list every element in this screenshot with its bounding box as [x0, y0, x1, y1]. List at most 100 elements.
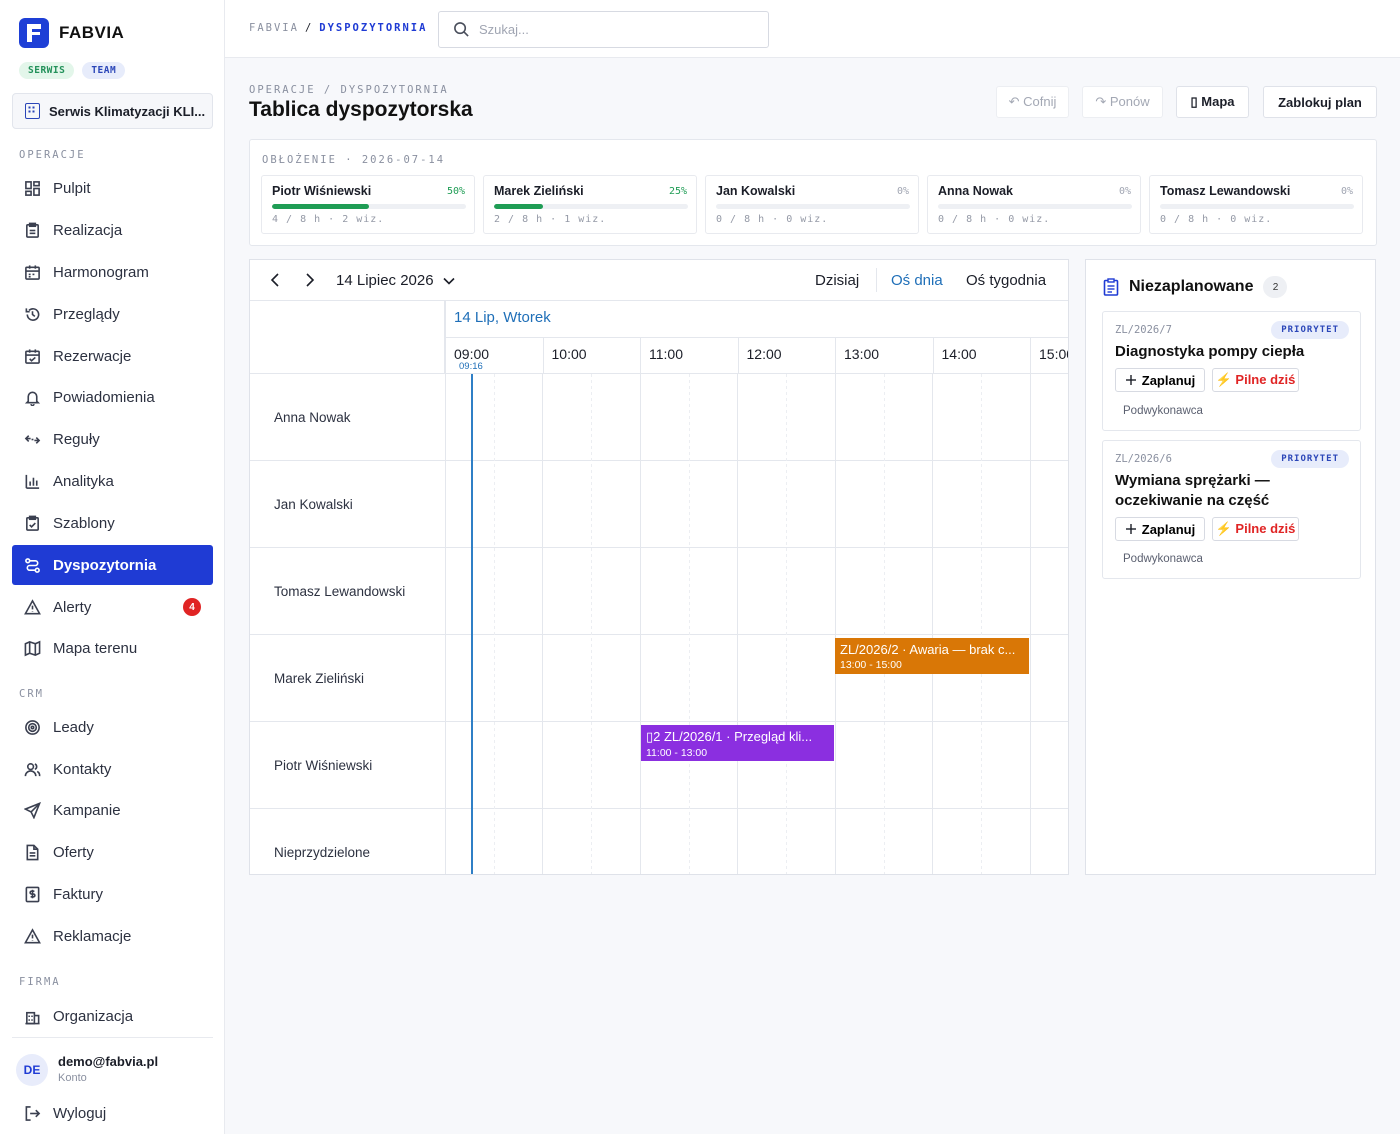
day-view-tab[interactable]: Oś dnia	[891, 272, 943, 289]
nav-faktury[interactable]: Faktury	[12, 874, 213, 914]
unplanned-count: 2	[1263, 276, 1288, 298]
row-divider	[445, 548, 446, 635]
chart-icon	[24, 473, 41, 490]
current-date: 14 Lipiec 2026	[336, 272, 434, 289]
history-icon	[24, 306, 41, 323]
schedule-label: Zaplanuj	[1141, 521, 1196, 537]
grid-line	[835, 374, 836, 874]
nav-dyspozytornia[interactable]: Dyspozytornia	[12, 545, 213, 585]
urgent-today-button[interactable]: ⚡ Pilne dziś	[1212, 368, 1299, 392]
resource-row[interactable]: Marek Zieliński	[250, 635, 1068, 722]
invoice-icon	[24, 886, 41, 903]
resource-name: Jan Kowalski	[274, 497, 353, 512]
nav-alerty[interactable]: Alerty 4	[12, 587, 213, 627]
document-icon	[24, 844, 41, 861]
grid-line	[932, 374, 933, 874]
logout-label: Wyloguj	[53, 1104, 107, 1122]
search-box[interactable]	[438, 11, 769, 48]
nav-alerty-label: Alerty	[53, 598, 92, 616]
load-panel: OBŁOŻENIE · 2026-07-14 Piotr Wiśniewski …	[249, 139, 1377, 246]
resource-row[interactable]: Piotr Wiśniewski	[250, 722, 1068, 809]
nav-kontakty-label: Kontakty	[53, 760, 112, 778]
lock-plan-button[interactable]: Zablokuj plan	[1263, 86, 1377, 118]
grid-line	[542, 374, 543, 874]
resource-row[interactable]: Nieprzydzielone	[250, 809, 1068, 874]
load-percent: 0%	[1118, 186, 1131, 197]
nav-przeglady[interactable]: Przeglądy	[12, 294, 213, 334]
load-card[interactable]: Jan Kowalski 0% 0 / 8 h · 0 wiz.	[705, 175, 919, 234]
breadcrumb-separator: /	[304, 22, 314, 34]
resource-row[interactable]: Anna Nowak	[250, 374, 1068, 461]
nav-rezerwacje-label: Rezerwacje	[53, 347, 132, 365]
schedule-button[interactable]: Zaplanuj	[1115, 517, 1205, 541]
user-sub: Konto	[58, 1072, 87, 1084]
dashboard-icon	[24, 180, 41, 197]
undo-button[interactable]: ↶ Cofnij	[996, 86, 1069, 118]
brand-logo[interactable]: FABVIA	[19, 18, 124, 48]
nav-szablony[interactable]: Szablony	[12, 503, 213, 543]
hour-cell: 15:00	[1030, 338, 1068, 374]
nav-leady[interactable]: Leady	[12, 707, 213, 747]
search-icon	[454, 22, 469, 37]
nav-powiadomienia-label: Powiadomienia	[53, 388, 155, 406]
organization-selector[interactable]: Serwis Klimatyzacji KLI...	[12, 93, 213, 129]
logout-button[interactable]: Wyloguj	[12, 1093, 213, 1133]
load-card[interactable]: Marek Zieliński 25% 2 / 8 h · 1 wiz.	[483, 175, 697, 234]
nav-oferty[interactable]: Oferty	[12, 832, 213, 872]
load-card[interactable]: Anna Nowak 0% 0 / 8 h · 0 wiz.	[927, 175, 1141, 234]
nav-analityka[interactable]: Analityka	[12, 461, 213, 501]
week-view-tab[interactable]: Oś tygodnia	[966, 272, 1047, 289]
hour-cell: 14:00	[932, 338, 1031, 374]
nav-kampanie-label: Kampanie	[53, 801, 121, 819]
calendar-icon	[24, 264, 41, 281]
event-block[interactable]: ZL/2026/2 · Awaria — brak c... 13:00 - 1…	[835, 638, 1029, 674]
calendar-toolbar: 14 Lipiec 2026 Dzisiaj Oś dnia Oś tygodn…	[250, 260, 1068, 301]
nav-mapa-terenu[interactable]: Mapa terenu	[12, 628, 213, 668]
nav-kampanie[interactable]: Kampanie	[12, 790, 213, 830]
load-card[interactable]: Tomasz Lewandowski 0% 0 / 8 h · 0 wiz.	[1149, 175, 1363, 234]
nav-reguly[interactable]: Reguły	[12, 419, 213, 459]
nav-pulpit[interactable]: Pulpit	[12, 168, 213, 208]
day-header-label: 14 Lip, Wtorek	[454, 309, 551, 326]
task-card[interactable]: ZL/2026/7 PRIORYTET Diagnostyka pompy ci…	[1102, 311, 1361, 431]
plus-icon	[1125, 375, 1136, 385]
user-account[interactable]: DE demo@fabvia.pl Konto	[12, 1037, 213, 1086]
today-button[interactable]: Dzisiaj	[815, 272, 860, 289]
nav-powiadomienia[interactable]: Powiadomienia	[12, 377, 213, 417]
hour-cell: 10:00	[542, 338, 641, 374]
nav-rezerwacje[interactable]: Rezerwacje	[12, 336, 213, 376]
breadcrumb-root[interactable]: FABVIA	[249, 22, 299, 34]
search-input[interactable]	[479, 22, 739, 37]
nav-harmonogram[interactable]: Harmonogram	[12, 252, 213, 292]
hour-cell: 11:00	[640, 338, 738, 374]
prev-day-icon[interactable]	[267, 271, 285, 289]
load-percent: 0%	[896, 186, 909, 197]
urgent-today-button[interactable]: ⚡ Pilne dziś	[1212, 517, 1299, 541]
task-subcontractor: Podwykonawca	[1123, 553, 1203, 565]
task-card[interactable]: ZL/2026/6 PRIORYTET Wymiana sprężarki — …	[1102, 440, 1361, 579]
nav-kontakty[interactable]: Kontakty	[12, 749, 213, 789]
load-percent: 25%	[668, 186, 687, 197]
next-day-icon[interactable]	[300, 271, 318, 289]
nav-pulpit-label: Pulpit	[53, 179, 91, 197]
technician-name: Tomasz Lewandowski	[1160, 184, 1291, 198]
task-id: ZL/2026/7	[1115, 324, 1172, 336]
load-card[interactable]: Piotr Wiśniewski 50% 4 / 8 h · 2 wiz.	[261, 175, 475, 234]
nav-reklamacje[interactable]: Reklamacje	[12, 916, 213, 956]
day-header: 14 Lip, Wtorek	[445, 301, 1068, 338]
page-breadcrumb: OPERACJE / DYSPOZYTORNIA	[249, 84, 449, 96]
redo-button[interactable]: ↷ Ponów	[1082, 86, 1163, 118]
nav-realizacja[interactable]: Realizacja	[12, 210, 213, 250]
row-divider	[445, 635, 446, 722]
map-button[interactable]: ▯ Mapa	[1176, 86, 1249, 118]
serwis-badge: SERWIS	[19, 62, 75, 79]
grid-line	[689, 374, 690, 874]
hour-cell: 12:00	[737, 338, 836, 374]
template-icon	[24, 515, 41, 532]
schedule-button[interactable]: Zaplanuj	[1115, 368, 1205, 392]
nav-organizacja[interactable]: Organizacja	[12, 996, 213, 1036]
resource-row[interactable]: Tomasz Lewandowski	[250, 548, 1068, 635]
resource-row[interactable]: Jan Kowalski	[250, 461, 1068, 548]
date-picker[interactable]: 14 Lipiec 2026	[336, 272, 456, 289]
event-block[interactable]: ▯2 ZL/2026/1 · Przegląd kli... 11:00 - 1…	[641, 725, 834, 761]
